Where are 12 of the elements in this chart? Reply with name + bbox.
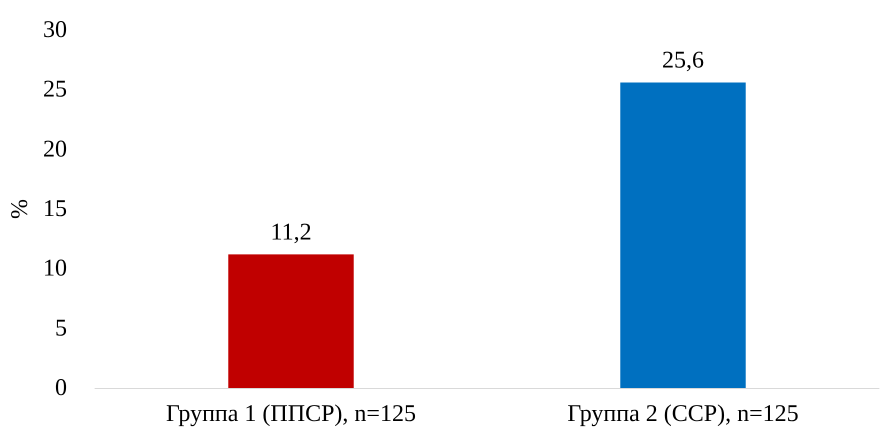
x-tick-label: Группа 1 (ППСР), n=125: [166, 401, 416, 427]
y-tick-label: 30: [43, 17, 67, 43]
data-label: 25,6: [662, 48, 704, 74]
y-tick-label: 5: [55, 315, 67, 342]
data-label: 11,2: [270, 219, 312, 246]
y-tick-label: 10: [43, 256, 67, 282]
y-tick-label: 20: [43, 136, 67, 162]
y-tick-label: 15: [43, 196, 67, 222]
x-tick-label: Группа 2 (ССР), n=125: [567, 401, 799, 427]
y-axis-title: %: [7, 199, 34, 219]
y-tick-label: 0: [55, 375, 67, 401]
y-tick-label: 25: [43, 76, 67, 103]
